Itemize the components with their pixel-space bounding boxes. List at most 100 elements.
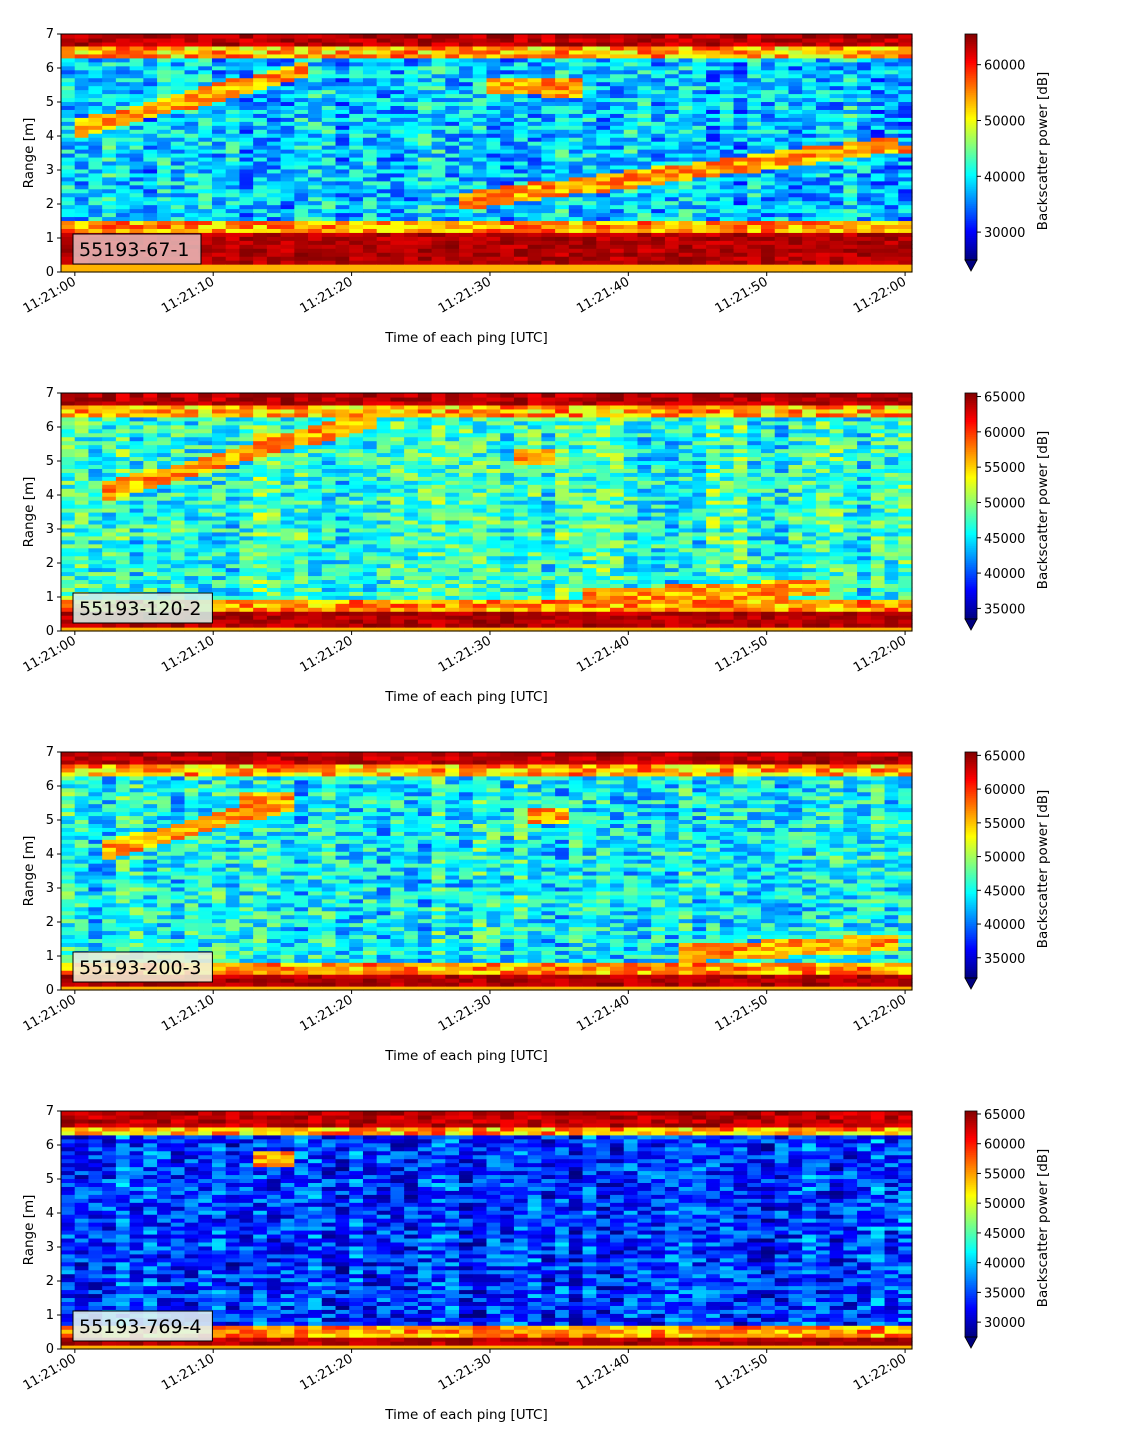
heatmap-cell bbox=[170, 476, 186, 481]
heatmap-cell bbox=[651, 113, 666, 118]
heatmap-cell bbox=[829, 141, 844, 146]
heatmap-cell bbox=[445, 212, 460, 218]
heatmap-cell bbox=[308, 599, 323, 604]
heatmap-cell bbox=[802, 57, 817, 63]
heatmap-cell bbox=[870, 268, 886, 273]
heatmap-cell bbox=[555, 168, 570, 174]
heatmap-cell bbox=[170, 404, 186, 410]
heatmap-cell bbox=[211, 575, 227, 581]
heatmap-cell bbox=[664, 41, 680, 47]
heatmap-cells bbox=[61, 34, 913, 273]
heatmap-cell bbox=[761, 37, 776, 43]
heatmap-cell bbox=[239, 184, 254, 190]
heatmap-cell bbox=[225, 57, 241, 63]
heatmap-cell bbox=[239, 113, 254, 118]
heatmap-cell bbox=[225, 393, 241, 398]
heatmap-cell bbox=[898, 89, 913, 95]
heatmap-cell bbox=[211, 117, 227, 122]
heatmap-cell bbox=[623, 232, 639, 237]
heatmap-cell bbox=[308, 627, 323, 632]
heatmap-cell bbox=[459, 172, 474, 178]
heatmap-cell bbox=[184, 508, 199, 513]
heatmap-cell bbox=[541, 172, 556, 178]
heatmap-cell bbox=[211, 623, 227, 628]
heatmap-cell bbox=[417, 117, 433, 122]
heatmap-cell bbox=[74, 73, 90, 79]
heatmap-cell bbox=[198, 535, 213, 541]
heatmap-cell bbox=[431, 129, 446, 134]
heatmap-cell bbox=[596, 260, 611, 265]
heatmap-cell bbox=[88, 61, 103, 67]
heatmap-cell bbox=[308, 93, 323, 99]
heatmap-cell bbox=[157, 476, 172, 481]
heatmap-cell bbox=[555, 208, 570, 214]
heatmap-cell bbox=[225, 436, 241, 442]
heatmap-cell bbox=[129, 480, 144, 485]
heatmap-cell bbox=[143, 444, 158, 450]
heatmap-cell bbox=[198, 504, 213, 509]
heatmap-cell bbox=[623, 61, 639, 67]
heatmap-cell bbox=[102, 420, 117, 426]
heatmap-cell bbox=[294, 619, 309, 624]
heatmap-cell bbox=[568, 232, 584, 237]
heatmap-cell bbox=[266, 77, 282, 83]
heatmap-cell bbox=[623, 264, 639, 269]
heatmap-cell bbox=[774, 192, 790, 198]
heatmap-cell bbox=[829, 192, 844, 198]
colorbar-segment bbox=[965, 62, 977, 65]
heatmap-cell bbox=[610, 45, 625, 51]
heatmap-cell bbox=[459, 192, 474, 198]
heatmap-cell bbox=[719, 133, 735, 138]
heatmap-cell bbox=[74, 404, 90, 410]
heatmap-cell bbox=[294, 168, 309, 174]
heatmap-cell bbox=[513, 121, 529, 126]
heatmap-cell bbox=[239, 244, 254, 249]
heatmap-cell bbox=[129, 57, 144, 63]
heatmap-cell bbox=[637, 121, 652, 126]
heatmap-cell bbox=[239, 476, 254, 481]
heatmap-cell bbox=[884, 145, 899, 150]
heatmap-cell bbox=[184, 408, 199, 414]
heatmap-cell bbox=[884, 53, 899, 59]
heatmap-cell bbox=[143, 45, 158, 51]
heatmap-cell bbox=[266, 260, 282, 265]
heatmap-cell bbox=[884, 212, 899, 218]
heatmap-cell bbox=[239, 591, 254, 596]
heatmap-cell bbox=[74, 101, 90, 106]
heatmap-cell bbox=[294, 615, 309, 620]
heatmap-cell bbox=[733, 145, 748, 150]
heatmap-cell bbox=[102, 184, 117, 190]
heatmap-cell bbox=[157, 563, 172, 569]
heatmap-cell bbox=[294, 472, 309, 477]
heatmap-cell bbox=[527, 101, 543, 106]
heatmap-cell bbox=[747, 113, 762, 118]
heatmap-cell bbox=[596, 121, 611, 126]
heatmap-cell bbox=[541, 109, 556, 114]
heatmap-cell bbox=[733, 244, 748, 249]
heatmap-cell bbox=[211, 519, 227, 525]
heatmap-cell bbox=[761, 45, 776, 51]
heatmap-cell bbox=[610, 160, 625, 166]
heatmap-cell bbox=[280, 412, 295, 418]
heatmap-cell bbox=[857, 236, 872, 241]
heatmap-cell bbox=[637, 101, 652, 106]
heatmap-cell bbox=[802, 77, 817, 83]
heatmap-cell bbox=[362, 97, 378, 103]
heatmap-cell bbox=[266, 65, 282, 71]
heatmap-cell bbox=[225, 615, 241, 620]
heatmap-cell bbox=[376, 85, 392, 91]
heatmap-cell bbox=[513, 236, 529, 241]
heatmap-cell bbox=[143, 492, 158, 497]
heatmap-cell bbox=[678, 196, 693, 202]
heatmap-cell bbox=[719, 216, 735, 222]
heatmap-cell bbox=[239, 468, 254, 473]
heatmap-cell bbox=[610, 220, 625, 225]
heatmap-cell bbox=[61, 583, 76, 588]
heatmap-cell bbox=[802, 160, 817, 166]
heatmap-cell bbox=[61, 607, 76, 612]
heatmap-cell bbox=[253, 607, 268, 612]
heatmap-cell bbox=[568, 196, 584, 202]
heatmap-cell bbox=[253, 416, 268, 422]
heatmap-cell bbox=[637, 85, 652, 91]
heatmap-cell bbox=[74, 496, 90, 501]
